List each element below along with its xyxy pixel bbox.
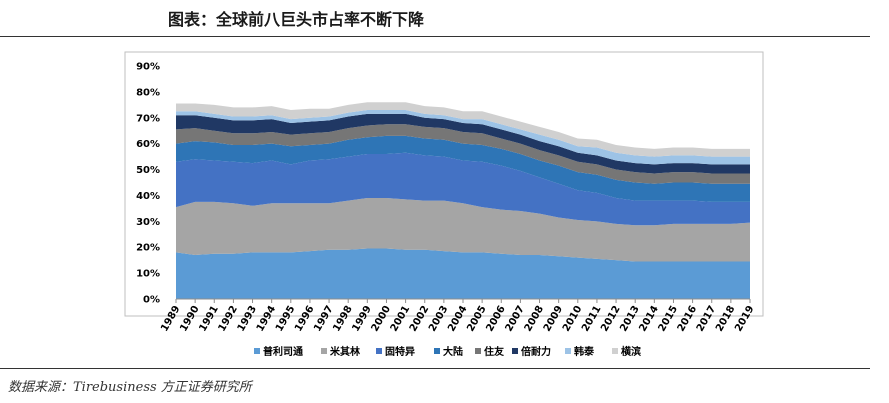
area-series-4 [176,135,750,202]
legend-label: 固特异 [385,345,415,358]
x-tick-label: 2019 [733,304,756,334]
legend-label: 韩泰 [574,345,595,358]
legend-label: 住友 [484,345,504,358]
y-tick-label: 10% [136,269,160,280]
page-title: 图表：全球前八巨头市占率不断下降 [168,10,425,29]
legend-swatch [612,348,618,354]
axes-group: 0%10%20%30%40%50%60%70%80%90%19891990199… [136,62,757,334]
y-tick-label: 40% [136,191,160,202]
y-tick-label: 50% [136,165,160,176]
legend-swatch [321,348,327,354]
area-series-8 [176,102,750,157]
area-series-2 [176,198,750,262]
legend-label: 米其林 [330,345,361,358]
y-tick-label: 60% [136,139,160,150]
y-tick-label: 80% [136,87,160,98]
area-series-3 [176,152,750,226]
bottom-divider [0,368,870,369]
chart-border [124,51,764,317]
y-tick-label: 0% [143,295,160,306]
legend-label: 大陆 [443,345,463,358]
y-tick-label: 30% [136,217,160,228]
area-series-6 [176,113,750,174]
area-series-5 [176,124,750,184]
y-tick-label: 20% [136,243,160,254]
source-note: 数据来源：Tirebusiness 方正证券研究所 [8,380,252,395]
legend-swatch [376,348,382,354]
y-tick-label: 90% [136,62,160,73]
legend-label: 倍耐力 [521,345,551,358]
legend-swatch [434,348,440,354]
legend-label: 普利司通 [263,345,303,358]
legend-swatch [254,348,260,354]
legend-label: 横滨 [621,345,641,358]
top-divider [0,36,870,37]
area-series-group [176,102,750,299]
legend-swatch [475,348,481,354]
legend: 普利司通 米其林 固特异 大陆 住友 倍耐力 韩泰 横滨 [254,345,641,358]
legend-swatch [565,348,571,354]
y-tick-label: 70% [136,113,160,124]
area-series-7 [176,110,750,165]
legend-swatch [512,348,518,354]
area-series-1 [176,248,750,299]
